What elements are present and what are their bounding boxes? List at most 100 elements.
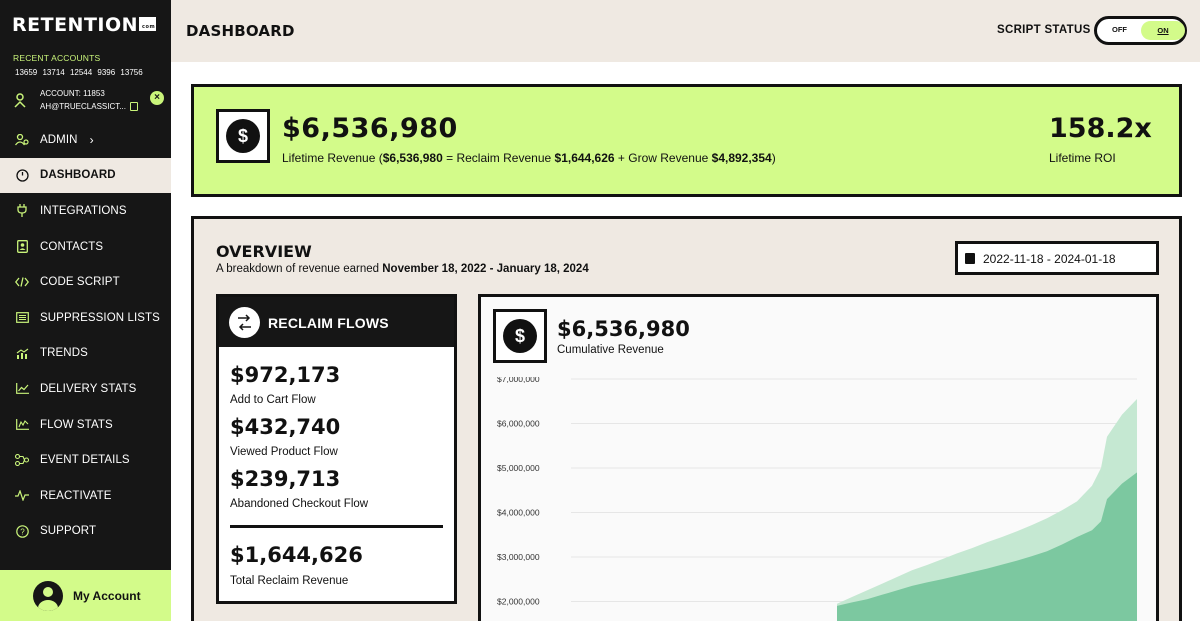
flow-chart-icon <box>15 418 29 432</box>
sidebar-item-label: FLOW STATS <box>40 418 113 431</box>
account-email: AH@TRUECLASSICT... <box>40 102 126 111</box>
breakdown-suffix: ) <box>771 151 776 165</box>
logo-text: RETENTION <box>12 14 139 36</box>
sidebar: RETENTION com RECENT ACCOUNTS 13659 1371… <box>0 0 171 621</box>
sidebar-item-trends[interactable]: TRENDS <box>0 336 171 372</box>
y-tick-label: $3,000,000 <box>497 552 540 562</box>
reclaim-flows-header: RECLAIM FLOWS <box>219 297 454 347</box>
sidebar-item-label: EVENT DETAILS <box>40 454 130 467</box>
nodes-icon <box>15 453 29 467</box>
script-status-toggle[interactable]: OFF ON <box>1094 16 1187 45</box>
main-content: $ $6,536,980 Lifetime Revenue ($6,536,98… <box>171 62 1200 621</box>
sidebar-item-integrations[interactable]: INTEGRATIONS <box>0 193 171 229</box>
sidebar-item-event-details[interactable]: EVENT DETAILS <box>0 442 171 478</box>
series-area-1 <box>837 472 1137 621</box>
help-icon: ? <box>15 524 29 538</box>
my-account-button[interactable]: My Account <box>0 570 171 621</box>
sidebar-item-label: ADMIN <box>40 133 78 146</box>
overview-subtitle-prefix: A breakdown of revenue earned <box>216 263 383 275</box>
total-reclaim-label: Total Reclaim Revenue <box>230 575 349 587</box>
lifetime-revenue-breakdown: Lifetime Revenue ($6,536,980 = Reclaim R… <box>282 151 776 165</box>
date-range-value: 2022-11-18 - 2024-01-18 <box>983 252 1116 266</box>
gauge-icon <box>15 168 29 182</box>
flow-value: $972,173 <box>230 363 341 387</box>
copy-icon[interactable] <box>130 102 138 111</box>
y-tick-label: $4,000,000 <box>497 508 540 518</box>
flow-label: Add to Cart Flow <box>230 394 316 406</box>
user-gear-icon <box>15 133 29 147</box>
sidebar-item-label: CONTACTS <box>40 240 104 253</box>
account-switch-icon <box>14 93 26 114</box>
account-id: ACCOUNT: 11853 <box>40 89 105 98</box>
plug-icon <box>15 204 29 218</box>
sidebar-item-label: SUPPORT <box>40 525 97 538</box>
breakdown-lifetime: $6,536,980 <box>382 151 443 165</box>
calendar-icon <box>965 253 975 264</box>
trends-icon <box>15 346 29 360</box>
sidebar-item-contacts[interactable]: CONTACTS <box>0 229 171 265</box>
cumulative-revenue-amount: $6,536,980 <box>557 317 690 341</box>
sidebar-item-label: DASHBOARD <box>40 169 116 182</box>
sidebar-item-label: REACTIVATE <box>40 489 112 502</box>
my-account-label: My Account <box>73 588 141 603</box>
sidebar-item-code-script[interactable]: CODE SCRIPT <box>0 264 171 300</box>
y-tick-label: $5,000,000 <box>497 463 540 473</box>
reclaim-flows-card: RECLAIM FLOWS $972,173 Add to Cart Flow … <box>216 294 457 604</box>
chevron-right-icon: › <box>89 132 94 147</box>
sidebar-item-flow-stats[interactable]: FLOW STATS <box>0 407 171 443</box>
sidebar-item-label: CODE SCRIPT <box>40 276 120 289</box>
contacts-icon <box>15 240 29 254</box>
flow-value: $239,713 <box>230 467 341 491</box>
cumulative-revenue-label: Cumulative Revenue <box>557 344 664 356</box>
lifetime-roi-value: 158.2x <box>1049 113 1152 144</box>
sidebar-item-support[interactable]: ? SUPPORT <box>0 514 171 550</box>
breakdown-grow-label: + Grow Revenue <box>614 151 712 165</box>
lifetime-revenue-amount: $6,536,980 <box>282 113 458 144</box>
divider <box>230 525 443 528</box>
pulse-icon <box>15 489 29 503</box>
list-icon <box>15 311 29 325</box>
dollar-icon: $ <box>226 119 260 153</box>
app-logo[interactable]: RETENTION com <box>12 14 157 36</box>
breakdown-reclaim-label: = Reclaim Revenue <box>442 151 555 165</box>
sidebar-item-admin[interactable]: ADMIN › <box>0 122 171 158</box>
sidebar-item-label: INTEGRATIONS <box>40 204 127 217</box>
close-icon[interactable]: × <box>150 91 164 105</box>
flows-icon <box>229 307 260 338</box>
sidebar-item-label: DELIVERY STATS <box>40 382 137 395</box>
sidebar-item-suppression-lists[interactable]: SUPPRESSION LISTS <box>0 300 171 336</box>
flow-label: Viewed Product Flow <box>230 446 338 458</box>
total-reclaim-value: $1,644,626 <box>230 543 363 567</box>
date-range-picker[interactable]: 2022-11-18 - 2024-01-18 <box>955 241 1159 275</box>
overview-subtitle: A breakdown of revenue earned November 1… <box>216 263 589 275</box>
overview-section: OVERVIEW A breakdown of revenue earned N… <box>191 216 1182 621</box>
revenue-icon-box: $ <box>216 109 270 163</box>
sidebar-item-reactivate[interactable]: REACTIVATE <box>0 478 171 514</box>
sidebar-nav: ADMIN › DASHBOARD INTEGRATIONS CONTACTS … <box>0 122 171 549</box>
reclaim-flows-title: RECLAIM FLOWS <box>268 315 389 331</box>
y-tick-label: $6,000,000 <box>497 419 540 429</box>
current-account: ACCOUNT: 11853 AH@TRUECLASSICT... × <box>14 89 164 119</box>
sidebar-item-delivery-stats[interactable]: DELIVERY STATS <box>0 371 171 407</box>
overview-title: OVERVIEW <box>216 242 312 261</box>
toggle-on-option[interactable]: ON <box>1141 21 1185 40</box>
sidebar-item-dashboard[interactable]: DASHBOARD <box>0 157 171 194</box>
breakdown-grow: $4,892,354 <box>711 151 772 165</box>
sidebar-item-label: TRENDS <box>40 347 88 360</box>
recent-accounts-label: RECENT ACCOUNTS <box>13 53 101 63</box>
line-chart-icon <box>15 382 29 396</box>
cumulative-revenue-chart: $7,000,000 $6,000,000 $5,000,000 $4,000,000… <box>497 377 1137 621</box>
script-status-label: SCRIPT STATUS <box>997 24 1091 36</box>
lifetime-roi-label: Lifetime ROI <box>1049 151 1116 165</box>
flow-value: $432,740 <box>230 415 341 439</box>
breakdown-reclaim: $1,644,626 <box>554 151 615 165</box>
breakdown-prefix: Lifetime Revenue ( <box>282 151 383 165</box>
dollar-icon: $ <box>503 319 537 353</box>
flow-label: Abandoned Checkout Flow <box>230 498 369 510</box>
svg-text:?: ? <box>20 527 25 536</box>
lifetime-summary-card: $ $6,536,980 Lifetime Revenue ($6,536,98… <box>191 84 1182 197</box>
toggle-off-option[interactable]: OFF <box>1112 25 1127 34</box>
sidebar-item-label: SUPPRESSION LISTS <box>40 311 160 324</box>
recent-account-ids[interactable]: 13659 13714 12544 9396 13756 <box>15 68 143 77</box>
page-title: DASHBOARD <box>186 22 295 40</box>
